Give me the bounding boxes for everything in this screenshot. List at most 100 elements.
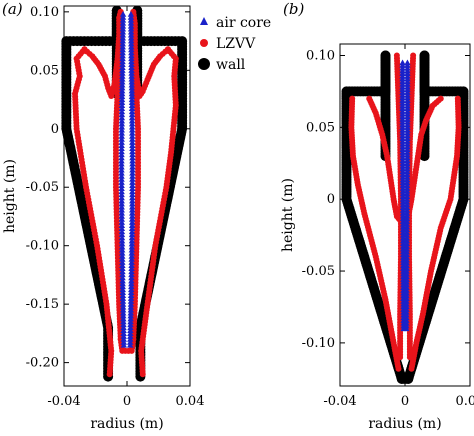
data-point bbox=[128, 70, 135, 76]
data-point bbox=[119, 43, 126, 50]
data-point bbox=[139, 371, 146, 378]
data-point bbox=[119, 268, 126, 275]
y-tick-label: 0.05 bbox=[30, 63, 59, 78]
data-point bbox=[118, 188, 125, 195]
data-point bbox=[118, 231, 126, 238]
y-tick-label: 0.10 bbox=[306, 48, 335, 63]
y-tick-label: -0.05 bbox=[302, 264, 335, 279]
data-point bbox=[119, 289, 127, 296]
data-point bbox=[118, 222, 126, 228]
data-point bbox=[128, 64, 135, 70]
data-point bbox=[128, 259, 135, 265]
x-tick-label: 0.04 bbox=[456, 394, 474, 409]
data-point bbox=[119, 28, 127, 35]
data-point bbox=[128, 252, 135, 259]
data-point bbox=[127, 16, 135, 23]
data-point bbox=[128, 52, 135, 59]
data-point bbox=[127, 19, 135, 26]
data-point bbox=[128, 114, 136, 121]
data-point bbox=[128, 120, 136, 127]
data-point bbox=[129, 132, 136, 139]
data-point bbox=[119, 19, 127, 26]
data-point bbox=[128, 96, 136, 103]
data-point bbox=[129, 139, 136, 145]
data-point bbox=[128, 87, 136, 94]
data-point bbox=[128, 102, 136, 108]
data-point bbox=[129, 191, 136, 198]
data-point bbox=[118, 102, 126, 108]
data-point bbox=[119, 277, 126, 284]
data-point bbox=[119, 49, 126, 56]
data-point bbox=[119, 256, 126, 262]
data-point bbox=[126, 341, 134, 348]
data-point bbox=[119, 72, 126, 79]
data-point bbox=[128, 277, 135, 284]
data-point bbox=[118, 206, 125, 213]
data-point bbox=[128, 105, 136, 112]
data-point bbox=[129, 182, 136, 188]
data-point bbox=[120, 312, 127, 319]
data-point bbox=[118, 148, 125, 155]
data-point bbox=[118, 194, 125, 201]
data-point bbox=[128, 246, 136, 253]
data-point bbox=[118, 176, 125, 182]
data-point bbox=[119, 34, 127, 41]
data-point bbox=[127, 10, 135, 17]
data-point bbox=[119, 64, 126, 70]
data-point bbox=[120, 341, 128, 348]
data-point bbox=[128, 265, 135, 272]
data-point bbox=[127, 13, 135, 20]
data-point bbox=[120, 318, 127, 325]
data-point bbox=[128, 67, 135, 73]
data-point bbox=[118, 166, 125, 173]
data-point bbox=[127, 321, 134, 328]
data-point bbox=[118, 200, 125, 207]
data-point bbox=[118, 240, 126, 247]
data-point bbox=[119, 298, 127, 304]
data-point bbox=[127, 315, 134, 322]
y-tick-label: -0.20 bbox=[26, 356, 59, 371]
data-point bbox=[129, 154, 136, 161]
data-point bbox=[118, 203, 125, 210]
data-point bbox=[120, 330, 127, 336]
data-point bbox=[128, 117, 136, 124]
y-tick-label: 0 bbox=[327, 192, 335, 207]
data-point bbox=[127, 28, 135, 35]
data-point bbox=[129, 179, 136, 185]
data-point bbox=[119, 58, 126, 65]
data-point bbox=[119, 274, 126, 281]
data-point bbox=[118, 96, 126, 103]
y-tick-label: -0.10 bbox=[26, 239, 59, 254]
data-point bbox=[120, 321, 127, 328]
data-point bbox=[119, 265, 126, 272]
data-point bbox=[118, 237, 126, 244]
data-point bbox=[118, 225, 126, 232]
data-point bbox=[128, 219, 136, 225]
y-tick-label: -0.05 bbox=[26, 180, 59, 195]
data-point bbox=[118, 179, 125, 185]
data-point bbox=[128, 268, 135, 275]
data-point bbox=[129, 169, 136, 176]
data-point bbox=[118, 145, 125, 152]
data-point bbox=[119, 252, 126, 259]
data-point bbox=[118, 136, 125, 142]
data-point bbox=[119, 52, 126, 59]
series-lzvv bbox=[72, 8, 179, 378]
data-point bbox=[128, 280, 135, 287]
data-point bbox=[118, 234, 126, 241]
data-point bbox=[128, 37, 135, 44]
data-point bbox=[118, 99, 126, 106]
data-point bbox=[120, 324, 127, 331]
data-point bbox=[118, 142, 125, 148]
y-tick-label: -0.15 bbox=[26, 297, 59, 312]
legend-marker bbox=[198, 58, 210, 70]
data-point bbox=[128, 231, 136, 238]
data-point bbox=[129, 197, 136, 204]
legend-entry: wall bbox=[216, 57, 246, 73]
data-point bbox=[120, 338, 127, 345]
y-tick-label: 0.05 bbox=[306, 120, 335, 135]
data-point bbox=[128, 243, 136, 250]
data-point bbox=[119, 262, 126, 268]
legend-marker bbox=[200, 17, 208, 25]
data-point bbox=[129, 172, 136, 179]
